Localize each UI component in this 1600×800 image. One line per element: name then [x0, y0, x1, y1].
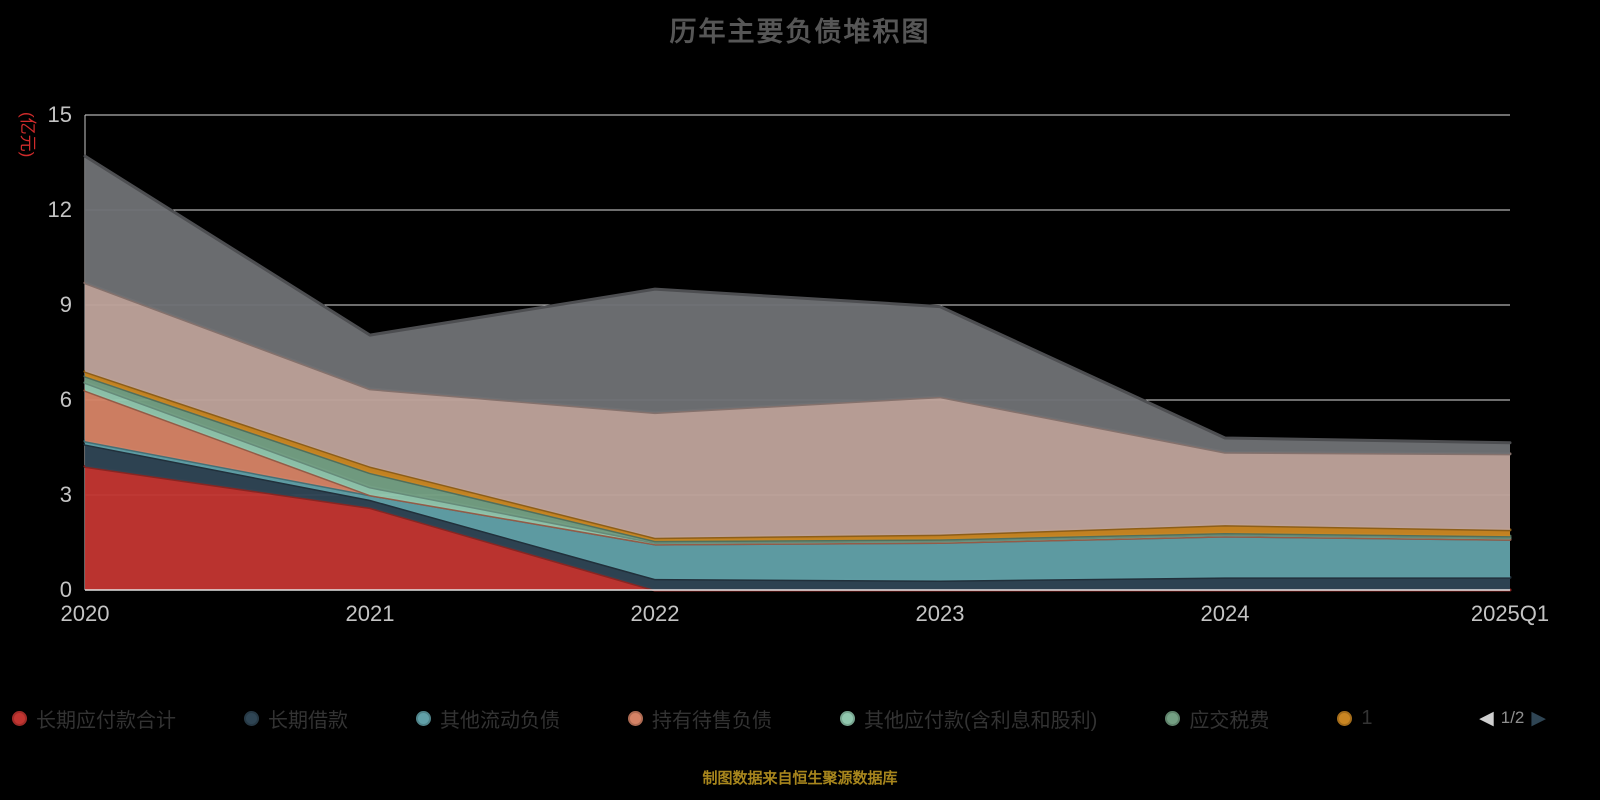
series-fill-1 — [85, 466, 1510, 590]
legend-item-3[interactable]: 其他流动负债 — [416, 704, 560, 733]
x-axis-tick-label: 2022 — [630, 601, 680, 626]
legend-item-6[interactable]: 应交税费 — [1165, 704, 1269, 733]
legend-item-2[interactable]: 长期借款 — [244, 704, 348, 733]
series-fill-6 — [85, 376, 1510, 543]
y-axis-tick-label: 6 — [59, 387, 72, 412]
legend-marker-icon — [244, 710, 259, 726]
legend-item-label: 应交税费 — [1189, 709, 1270, 732]
legend-item-label: 其他应付款(含利息和股利) — [864, 709, 1098, 732]
legend-items: 长期应付款合计 长期借款 其他流动负债 持有待售负债 其他应付款(含利息和股利) 应交税费… — [12, 700, 1588, 736]
x-axis-tick-label: 2025Q1 — [1470, 601, 1550, 626]
legend-item-label: 长期应付款合计 — [36, 709, 176, 732]
legend-item-label: 长期借款 — [268, 709, 348, 732]
x-axis-tick-label: 2023 — [915, 601, 965, 626]
legend-marker-icon — [12, 710, 27, 726]
y-axis-tick-label: 15 — [47, 102, 72, 127]
y-axis-tick-label: 0 — [59, 577, 72, 602]
legend-item-label: 持有待售负债 — [652, 709, 772, 732]
legend-item-5[interactable]: 其他应付款(含利息和股利) — [840, 704, 1097, 733]
x-axis-tick-label: 2024 — [1200, 601, 1250, 626]
legend-item-4[interactable]: 持有待售负债 — [628, 704, 772, 733]
legend: 长期应付款合计 长期借款 其他流动负债 持有待售负债 其他应付款(含利息和股利) 应交税费… — [12, 700, 1588, 736]
legend-pager-next-icon[interactable]: ▶ — [1531, 707, 1546, 729]
series-area-9 — [83, 154, 1512, 454]
x-axis-tick-label: 2021 — [345, 601, 395, 626]
legend-pager-prev-icon[interactable]: ◀ — [1479, 707, 1494, 729]
x-axis-tick-label: 2020 — [60, 601, 110, 626]
legend-marker-icon — [628, 710, 643, 726]
y-axis-tick-label: 3 — [59, 482, 72, 507]
y-axis-tick-label: 12 — [47, 197, 72, 222]
legend-item-label: 1 — [1361, 706, 1373, 729]
series-fill-8 — [85, 282, 1510, 538]
y-axis-tick-label: 9 — [59, 292, 72, 317]
legend-marker-icon — [416, 710, 431, 726]
chart-title: 历年主要负债堆积图 — [669, 17, 931, 47]
legend-marker-icon — [840, 710, 855, 726]
legend-marker-icon — [1165, 710, 1181, 726]
legend-item-1[interactable]: 长期应付款合计 — [12, 704, 176, 733]
legend-pager: ◀ 1/2 ▶ — [1479, 700, 1546, 736]
legend-item-label: 其他流动负债 — [440, 709, 560, 732]
series-fill-9 — [85, 156, 1510, 454]
legend-item-7[interactable]: 1 — [1337, 707, 1372, 730]
data-source-note: 制图数据来自恒生聚源数据库 — [702, 770, 898, 787]
legend-page-indicator: 1/2 — [1500, 708, 1525, 727]
legend-marker-icon — [1337, 710, 1353, 726]
series-line-9 — [83, 154, 1512, 445]
series-fill-3 — [85, 441, 1510, 581]
series-fill-5 — [85, 382, 1510, 545]
